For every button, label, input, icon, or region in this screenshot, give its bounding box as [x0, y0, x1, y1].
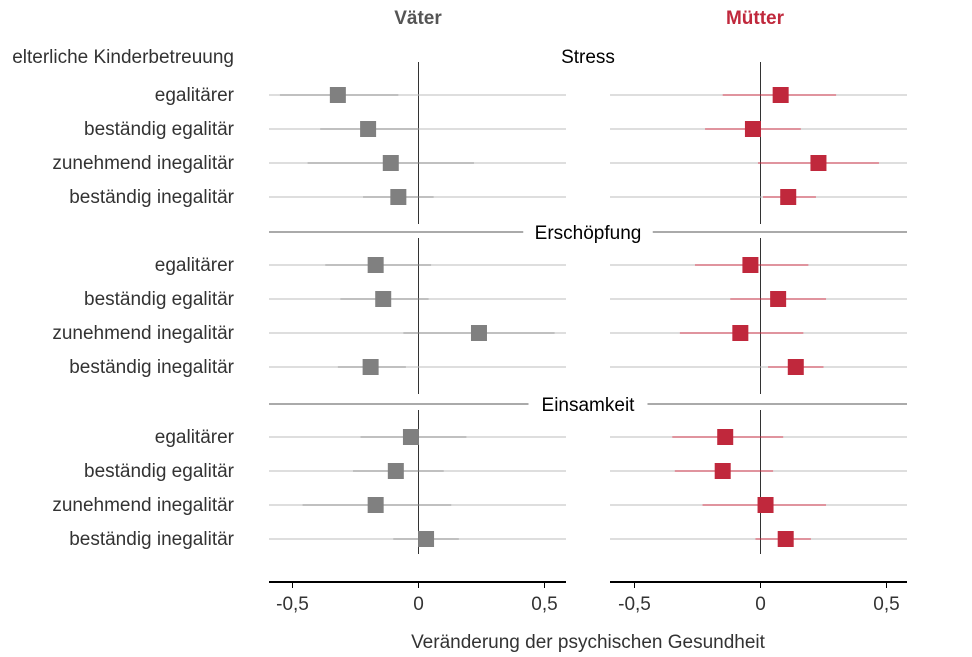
point-estimate [367, 257, 384, 273]
plot-layer: Stress egalitärer beständig egalitär zunehm… [52, 43, 907, 615]
row-label: egalitärer [155, 427, 235, 448]
point-estimate [714, 463, 731, 479]
section-title: Einsamkeit [542, 395, 636, 416]
row-label: beständig inegalitär [69, 187, 234, 208]
point-estimate [418, 531, 435, 547]
row-label: egalitärer [155, 255, 235, 276]
x-tick-label: -0,5 [618, 594, 651, 615]
point-estimate [772, 87, 789, 103]
point-estimate [717, 429, 734, 445]
x-tick-label: -0,5 [276, 594, 309, 615]
point-estimate [362, 359, 379, 375]
row-label: beständig egalitär [84, 119, 235, 140]
panel-titles: Väter Mütter [394, 8, 784, 29]
point-estimate [402, 429, 419, 445]
x-tick-label: 0,5 [873, 594, 899, 615]
point-estimate [770, 291, 787, 307]
panel-title-muetter: Mütter [726, 8, 785, 29]
point-estimate [787, 359, 804, 375]
point-estimate [777, 531, 794, 547]
section-title-background [523, 219, 653, 245]
point-estimate [375, 291, 392, 307]
row-label: beständig egalitär [84, 461, 235, 482]
row-label: zunehmend inegalitär [52, 323, 234, 344]
point-estimate [387, 463, 404, 479]
section-title-background [528, 391, 648, 417]
point-estimate [757, 497, 774, 513]
point-estimate [367, 497, 384, 513]
point-estimate [360, 121, 377, 137]
row-label: zunehmend inegalitär [52, 153, 234, 174]
point-estimate [470, 325, 487, 341]
point-estimate [732, 325, 749, 341]
row-label: egalitärer [155, 85, 235, 106]
section-title: Stress [561, 47, 615, 68]
row-label: zunehmend inegalitär [52, 495, 234, 516]
point-estimate [780, 189, 797, 205]
section-title: Erschöpfung [535, 223, 642, 244]
point-estimate [390, 189, 407, 205]
point-estimate [810, 155, 827, 171]
point-estimate [744, 121, 761, 137]
section-title-background [549, 43, 627, 69]
x-axis-title: Veränderung der psychischen Gesundheit [411, 632, 766, 653]
x-tick-label: 0 [755, 594, 766, 615]
row-label: beständig inegalitär [69, 357, 234, 378]
row-label: beständig inegalitär [69, 529, 234, 550]
point-estimate [329, 87, 346, 103]
x-tick-label: 0,5 [531, 594, 557, 615]
row-label: beständig egalitär [84, 289, 235, 310]
panel-title-vaeter: Väter [394, 8, 442, 29]
point-estimate [382, 155, 399, 171]
y-group-label: elterliche Kinderbetreuung [12, 47, 234, 68]
x-tick-label: 0 [413, 594, 424, 615]
point-estimate [742, 257, 759, 273]
